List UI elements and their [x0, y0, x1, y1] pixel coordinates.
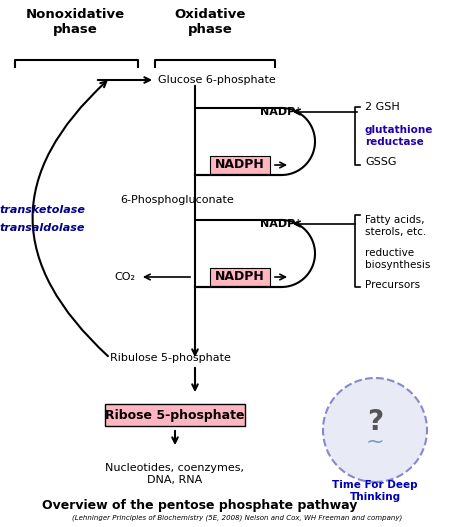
Text: Overview of the pentose phosphate pathway: Overview of the pentose phosphate pathwa… — [42, 500, 358, 512]
Text: transaldolase: transaldolase — [0, 223, 85, 233]
Text: GSSG: GSSG — [365, 157, 396, 167]
Text: Time For Deep
Thinking: Time For Deep Thinking — [332, 480, 418, 502]
Text: glutathione
reductase: glutathione reductase — [365, 125, 433, 147]
Text: NADPH: NADPH — [215, 270, 265, 284]
Text: transketolase: transketolase — [0, 205, 85, 215]
Text: ~: ~ — [365, 432, 384, 452]
Text: ?: ? — [367, 408, 383, 436]
Text: (Lehninger Principles of Biochemistry (5E, 2008) Nelson and Cox, WH Freeman and : (Lehninger Principles of Biochemistry (5… — [72, 515, 402, 521]
Text: Precursors: Precursors — [365, 280, 420, 290]
Text: 2 GSH: 2 GSH — [365, 102, 400, 112]
Text: Ribulose 5-phosphate: Ribulose 5-phosphate — [110, 353, 231, 363]
Text: reductive
biosynthesis: reductive biosynthesis — [365, 248, 430, 270]
Text: NADPH: NADPH — [215, 159, 265, 171]
Text: 6-Phosphogluconate: 6-Phosphogluconate — [120, 195, 234, 205]
FancyBboxPatch shape — [210, 268, 270, 286]
Circle shape — [324, 379, 426, 481]
Text: NADP⁺: NADP⁺ — [260, 219, 301, 229]
Text: Nonoxidative
phase: Nonoxidative phase — [26, 8, 125, 36]
FancyBboxPatch shape — [105, 404, 245, 426]
Text: NADP⁺: NADP⁺ — [260, 107, 301, 117]
Text: Nucleotides, coenzymes,
DNA, RNA: Nucleotides, coenzymes, DNA, RNA — [106, 463, 245, 485]
FancyBboxPatch shape — [210, 156, 270, 174]
Text: Glucose 6-phosphate: Glucose 6-phosphate — [158, 75, 276, 85]
Text: CO₂: CO₂ — [114, 272, 135, 282]
Text: Fatty acids,
sterols, etc.: Fatty acids, sterols, etc. — [365, 215, 426, 237]
Text: Oxidative
phase: Oxidative phase — [174, 8, 246, 36]
Text: Ribose 5-phosphate: Ribose 5-phosphate — [105, 408, 245, 422]
